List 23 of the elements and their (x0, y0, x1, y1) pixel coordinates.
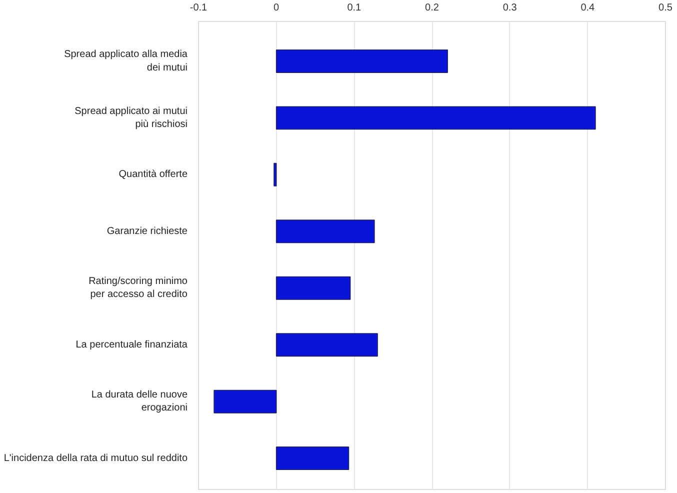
x-tick-label: 0.1 (347, 2, 362, 14)
y-tick-label: La durata delle nuove erogazioni (91, 389, 188, 414)
x-tick-label: 0 (274, 2, 280, 14)
y-tick-label: Spread applicato alla media dei mutui (64, 49, 188, 74)
y-tick-label: La percentuale finanziata (76, 339, 188, 350)
bar (276, 446, 350, 470)
bar (276, 106, 596, 130)
x-tick-label: -0.1 (190, 2, 208, 14)
y-tick-label: Spread applicato ai mutui più rischiosi (74, 106, 188, 130)
x-tick-label: 0.2 (425, 2, 440, 14)
y-tick-label: Quantità offerte (118, 169, 188, 180)
bar (274, 162, 277, 186)
y-tick-label: Garanzie richieste (106, 226, 188, 237)
bar (276, 220, 375, 244)
bar (276, 333, 378, 357)
y-tick-label: Rating/scoring minimo per accesso al credito (88, 276, 188, 300)
bar (276, 276, 351, 300)
bar (276, 49, 448, 73)
bar (214, 390, 277, 414)
x-tick-label: 0.3 (502, 2, 518, 14)
y-tick-label: L'incidenza della rata di mutuo sul reddito (4, 452, 188, 464)
x-tick-label: 0.4 (580, 2, 596, 14)
x-tick-label: 0.5 (658, 2, 673, 14)
